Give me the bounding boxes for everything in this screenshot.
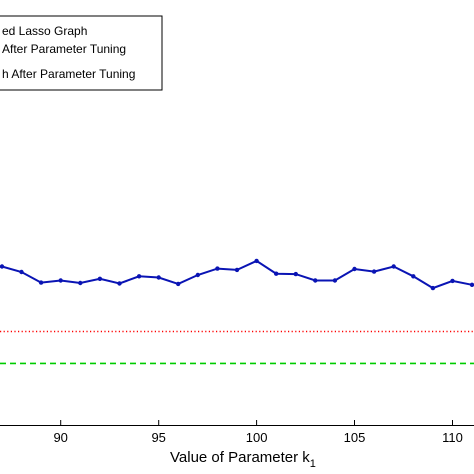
series-1-point (254, 258, 259, 264)
series-1-point (371, 269, 377, 274)
x-tick-label: 100 (246, 430, 268, 445)
legend-entry-2: After Parameter Tuning (2, 42, 126, 56)
series-1-point (78, 280, 83, 286)
x-axis-title: Value of Parameter k1 (170, 449, 316, 470)
series-1-point (117, 281, 122, 286)
legend: ed Lasso Graph After Parameter Tuning h … (0, 15, 163, 91)
series-1-point (274, 271, 279, 276)
series-1-point (293, 271, 298, 277)
series-1-point (450, 278, 455, 284)
series-1-point (176, 281, 181, 287)
series-1-point (0, 264, 5, 269)
series-1-point (469, 282, 474, 287)
series-1-point (215, 266, 220, 271)
series-1-point (156, 275, 161, 280)
series-1-point (97, 276, 103, 281)
series-1-point (136, 274, 142, 279)
series-1-point (195, 272, 200, 278)
x-tick-label: 95 (151, 430, 165, 445)
series-1-point (430, 285, 436, 291)
series-1-point (352, 266, 357, 272)
x-tick-label: 90 (53, 430, 67, 445)
x-tick-label: 105 (344, 430, 366, 445)
series-1-point (38, 280, 44, 285)
series-1-point (411, 274, 416, 279)
series-1-point (234, 267, 240, 273)
series-1-line (0, 259, 473, 290)
series-1-point (58, 278, 63, 283)
series-1-point (391, 264, 396, 269)
series-1-point (19, 269, 24, 275)
legend-entry-1: ed Lasso Graph (2, 24, 87, 38)
series-1-point (313, 278, 318, 283)
series-1-point (332, 278, 338, 283)
x-tick-label: 110 (442, 430, 463, 445)
legend-box (0, 15, 163, 91)
legend-entry-3: h After Parameter Tuning (2, 67, 135, 81)
